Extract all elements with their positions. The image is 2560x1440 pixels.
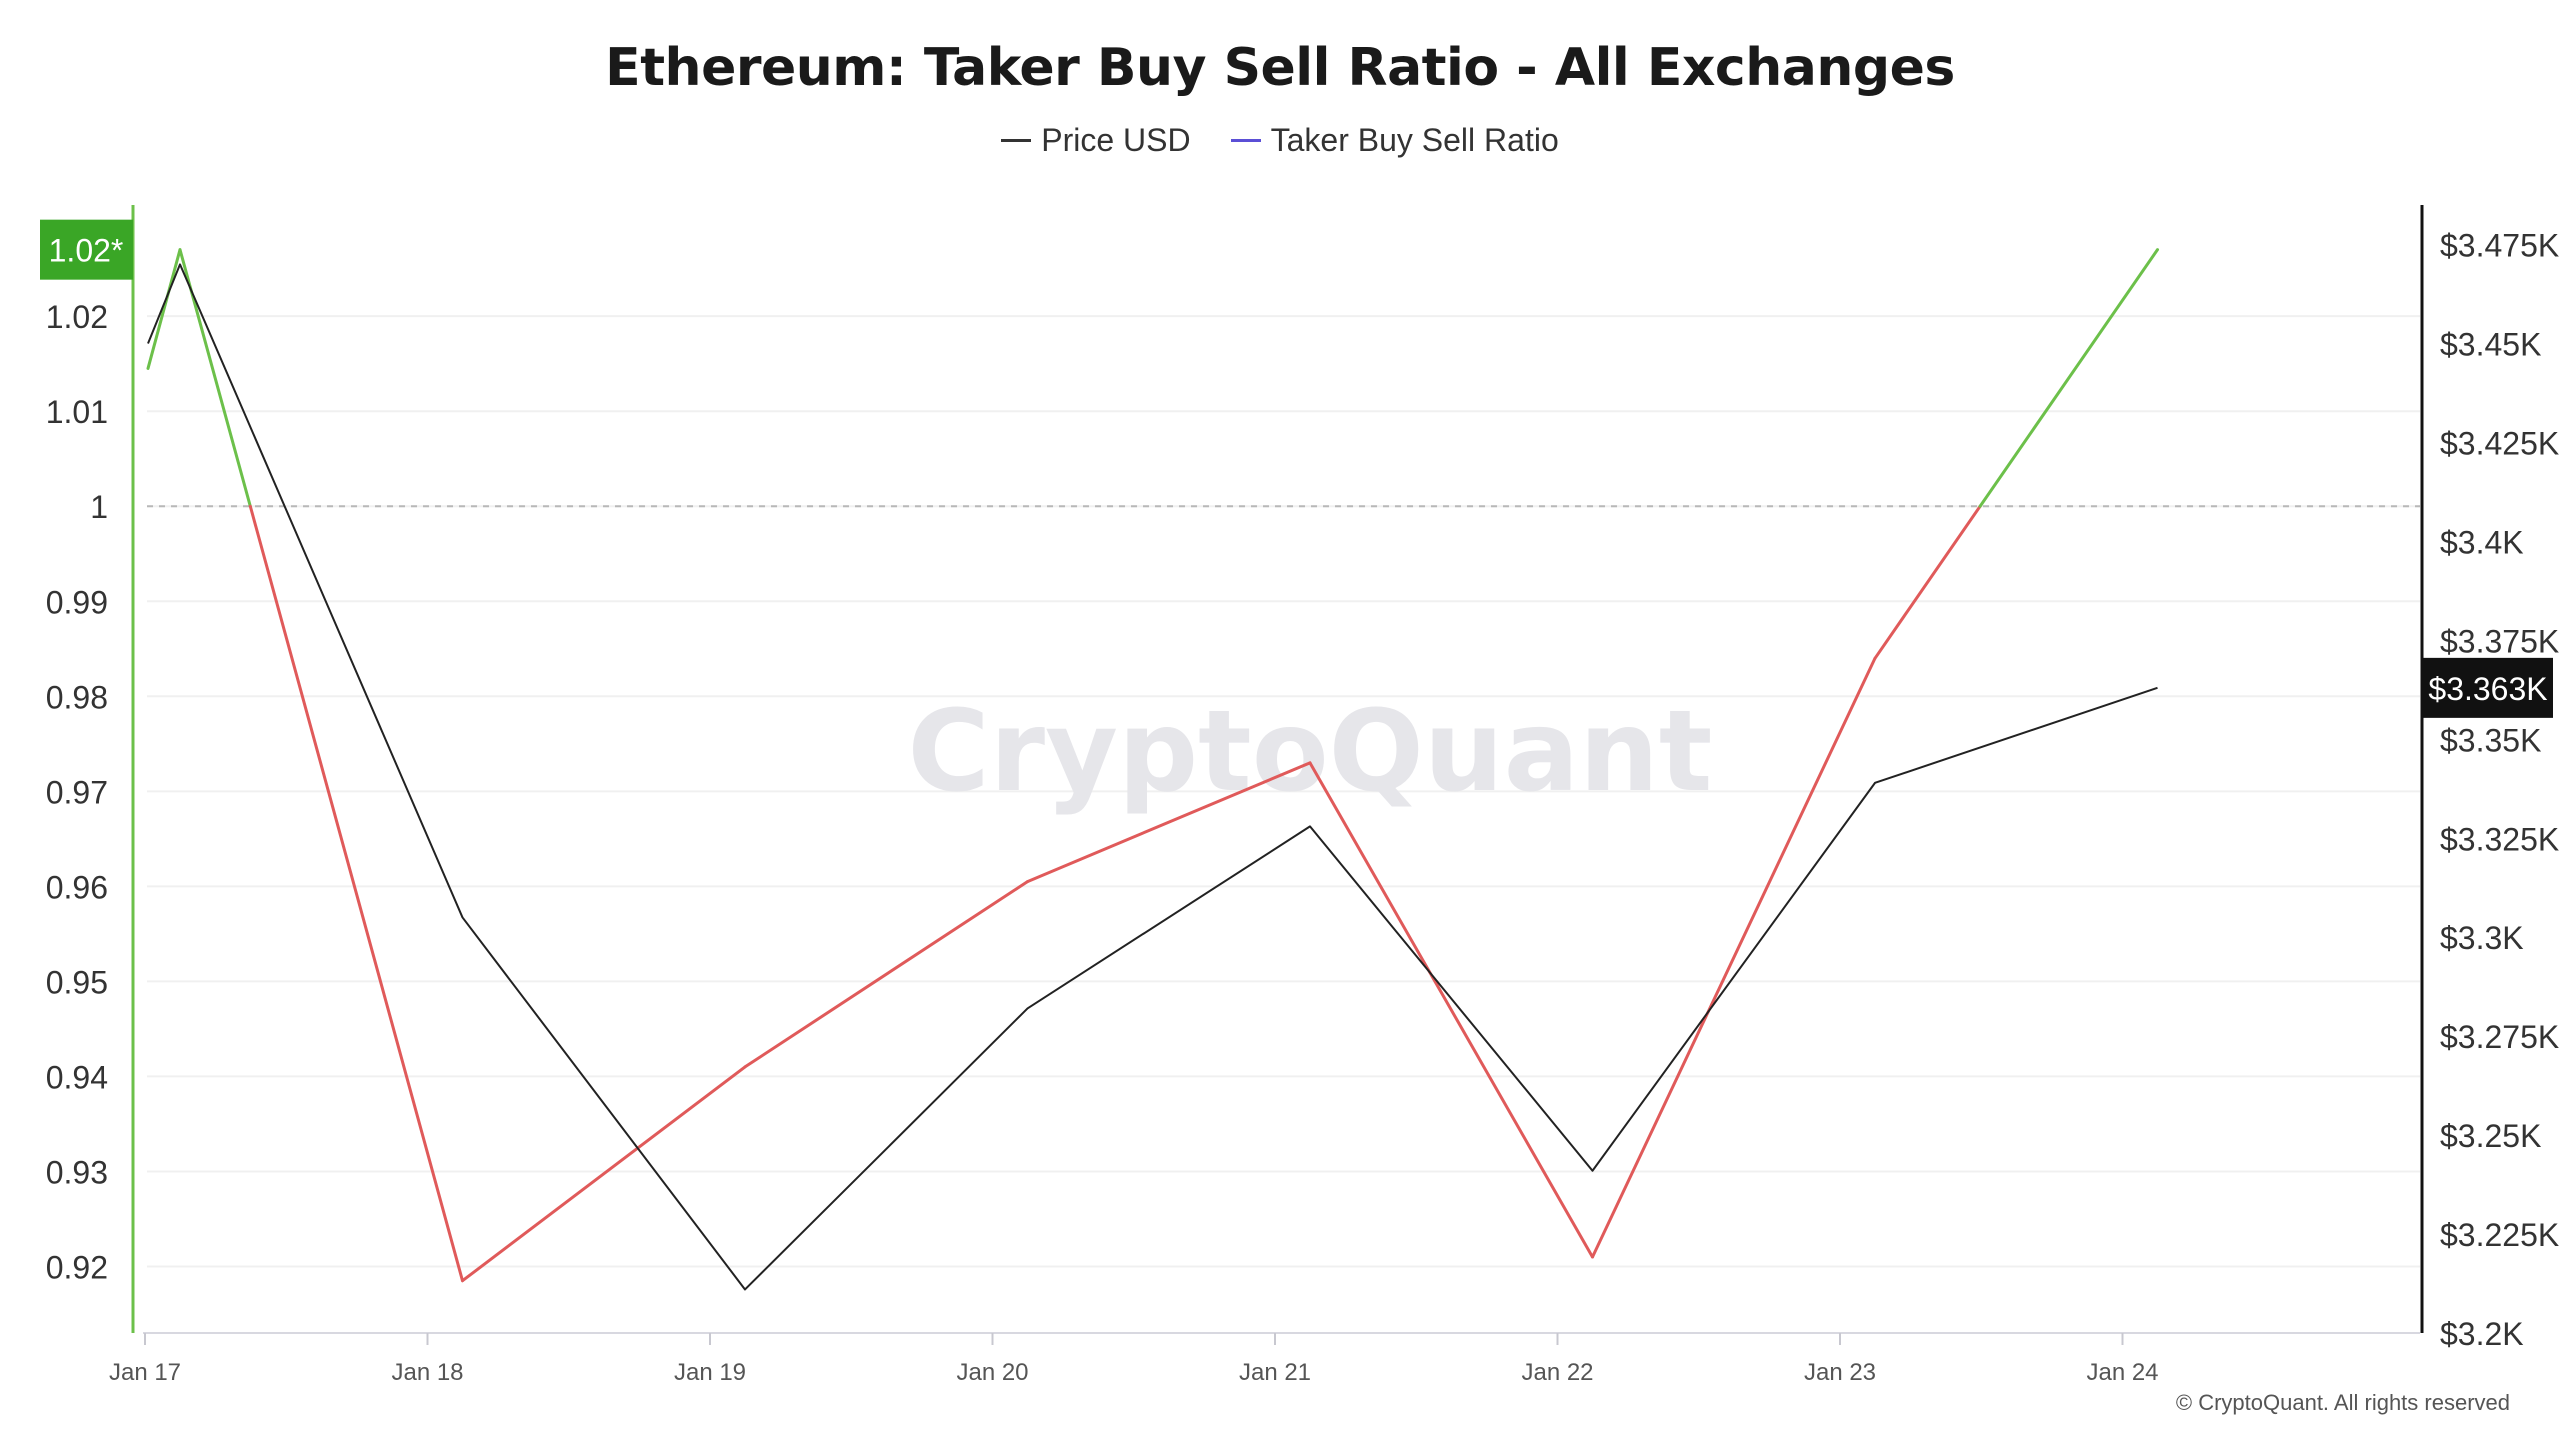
- right-tick-label: $3.25K: [2440, 1118, 2541, 1154]
- ratio-line-segment: [1026, 761, 1312, 884]
- right-axis-ticks: $3.2K $3.225K $3.25K $3.275K $3.3K $3.325K $3.…: [2440, 228, 2559, 1352]
- ratio-line-segment: [1873, 504, 1982, 660]
- x-tick-label: Jan 22: [1521, 1359, 1593, 1386]
- x-tick-label: Jan 17: [109, 1359, 181, 1386]
- ratio-line-segment: [461, 1065, 747, 1283]
- left-tick-label: 1.02: [46, 299, 108, 335]
- legend-label-ratio: Taker Buy Sell Ratio: [1270, 122, 1559, 158]
- left-tick-label: 0.98: [46, 679, 108, 715]
- left-tick-label: 0.99: [46, 584, 108, 620]
- right-tick-label: $3.225K: [2440, 1217, 2559, 1253]
- watermark: CryptoQuant: [908, 687, 1713, 817]
- x-tick-label: Jan 19: [674, 1359, 746, 1386]
- x-tick-label: Jan 24: [2086, 1359, 2158, 1386]
- series-taker-buy-sell-ratio[interactable]: [146, 248, 2159, 1283]
- right-tick-label: $3.275K: [2440, 1019, 2559, 1055]
- right-tick-label: $3.375K: [2440, 623, 2559, 659]
- right-tick-label: $3.475K: [2440, 228, 2559, 264]
- x-axis-ticks: Jan 17 Jan 18 Jan 19 Jan 20 Jan 21 Jan 22 Jan …: [109, 1333, 2159, 1386]
- current-value-markers: 1.02* $3.363K: [40, 219, 2553, 718]
- legend-swatch-price: [1001, 139, 1032, 142]
- ratio-line-segment: [1591, 656, 1877, 1259]
- left-tick-label: 1: [90, 489, 108, 525]
- left-current-badge: [40, 219, 133, 280]
- right-tick-label: $3.35K: [2440, 722, 2541, 758]
- legend: Price USD Taker Buy Sell Ratio: [0, 122, 2560, 159]
- right-tick-label: $3.425K: [2440, 425, 2559, 461]
- x-tick-label: Jan 18: [391, 1359, 463, 1386]
- left-tick-label: 0.93: [46, 1154, 108, 1190]
- price-line: [147, 263, 2158, 1291]
- left-tick-label: 0.97: [46, 774, 108, 810]
- legend-item-price[interactable]: Price USD: [1001, 122, 1191, 159]
- x-tick-label: Jan 20: [956, 1359, 1028, 1386]
- ratio-line-segment: [1978, 248, 2159, 508]
- series-price-usd[interactable]: [147, 263, 2158, 1291]
- right-current-badge: [2423, 657, 2553, 718]
- chart-title: Ethereum: Taker Buy Sell Ratio - All Exc…: [605, 38, 1955, 98]
- ratio-line-segment: [146, 248, 182, 370]
- left-tick-label: 0.94: [46, 1059, 108, 1095]
- right-current-label: $3.363K: [2428, 671, 2547, 707]
- x-tick-label: Jan 23: [1804, 1359, 1876, 1386]
- ratio-line-segment: [1308, 761, 1594, 1259]
- axes: [131, 205, 2424, 1334]
- x-tick-label: Jan 21: [1239, 1359, 1311, 1386]
- left-tick-label: 0.95: [46, 964, 108, 1000]
- legend-swatch-ratio: [1230, 139, 1261, 142]
- ratio-line-segment: [743, 880, 1029, 1069]
- right-tick-label: $3.325K: [2440, 821, 2559, 857]
- left-tick-label: 0.96: [46, 869, 108, 905]
- left-tick-label: 0.92: [46, 1249, 108, 1285]
- right-tick-label: $3.45K: [2440, 327, 2541, 363]
- legend-item-ratio[interactable]: Taker Buy Sell Ratio: [1230, 122, 1559, 159]
- legend-label-price: Price USD: [1041, 122, 1191, 158]
- right-tick-label: $3.2K: [2440, 1316, 2524, 1352]
- right-tick-label: $3.3K: [2440, 920, 2524, 956]
- left-tick-label: 1.01: [46, 394, 108, 430]
- copyright-notice: © CryptoQuant. All rights reserved: [2175, 1390, 2510, 1415]
- left-current-label: 1.02*: [49, 233, 124, 269]
- grid: [147, 315, 2420, 1268]
- left-axis-ticks: 0.92 0.93 0.94 0.95 0.96 0.97 0.98 0.99 1 1.01 1.0…: [46, 299, 108, 1285]
- right-tick-label: $3.4K: [2440, 524, 2524, 560]
- ratio-line-segment: [248, 504, 464, 1283]
